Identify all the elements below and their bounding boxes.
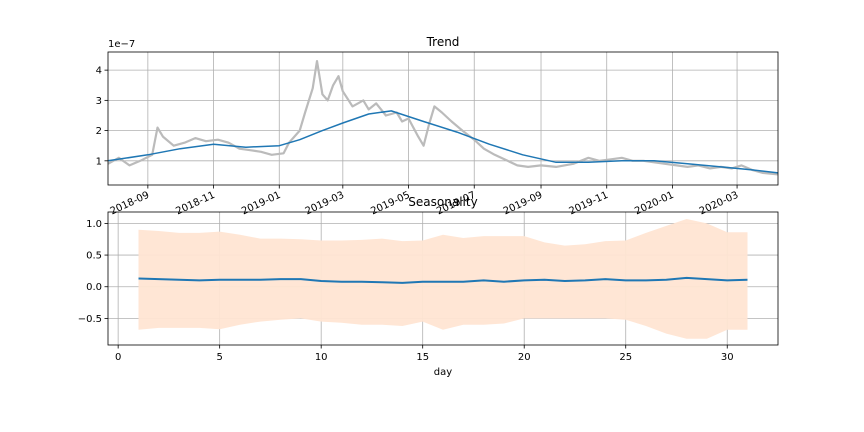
trend-x-tick-label: 2019-01 [240, 190, 283, 218]
seasonality-panel: 0 5 10 15 20 25 30 −0.5 0.0 0.5 1.0 Seasonality d… [78, 195, 779, 378]
seasonality-title: Seasonality [408, 195, 477, 209]
seasonality-x-tick-label: 30 [721, 352, 734, 363]
trend-axes-frame [107, 51, 779, 186]
trend-x-tick-label: 2019-11 [567, 190, 610, 218]
seasonality-x-tick-label: 15 [416, 352, 429, 363]
seasonality-y-tick-label: −0.5 [78, 314, 102, 325]
seasonality-x-tick-label: 5 [216, 352, 222, 363]
seasonality-x-tick-label: 0 [115, 352, 121, 363]
trend-title: Trend [426, 35, 460, 49]
seasonality-line [138, 276, 748, 284]
trend-y-ticks: 1 2 3 4 [96, 66, 108, 167]
seasonality-x-tick-label: 10 [315, 352, 328, 363]
seasonality-y-ticks: −0.5 0.0 0.5 1.0 [78, 219, 108, 325]
seasonality-x-axis-label: day [434, 367, 452, 378]
seasonality-x-tick-label: 20 [518, 352, 531, 363]
seasonality-y-tick-label: 0.5 [86, 251, 102, 262]
seasonality-x-ticks: 0 5 10 15 20 25 30 [115, 345, 734, 363]
seasonality-series [138, 219, 748, 339]
trend-observed-line [107, 60, 779, 176]
seasonality-uncertainty-band [138, 219, 748, 339]
trend-y-tick-label: 3 [96, 96, 102, 107]
trend-y-tick-label: 2 [96, 126, 102, 137]
trend-fitted-line [107, 110, 779, 174]
trend-grid [108, 52, 778, 185]
trend-y-tick-label: 1 [96, 156, 102, 167]
seasonality-y-tick-label: 1.0 [86, 219, 102, 230]
trend-x-tick-label: 2018-09 [109, 190, 152, 218]
trend-panel: 2018-09 2018-11 2019-01 2019-03 2019-05 2019-… [96, 35, 779, 218]
trend-y-offset-label: 1e−7 [108, 39, 135, 50]
trend-y-tick-label: 4 [96, 66, 102, 77]
trend-x-tick-label: 2019-03 [304, 190, 347, 218]
seasonality-x-tick-label: 25 [619, 352, 632, 363]
trend-x-tick-label: 2019-05 [369, 190, 412, 218]
trend-series [107, 60, 779, 176]
trend-x-tick-label: 2019-09 [502, 190, 545, 218]
trend-x-tick-label: 2020-03 [698, 190, 741, 218]
seasonality-y-tick-label: 0.0 [86, 282, 102, 293]
seasonality-axes-frame [107, 211, 779, 346]
trend-x-tick-label: 2018-11 [174, 190, 217, 218]
trend-x-tick-label: 2020-01 [633, 190, 676, 218]
